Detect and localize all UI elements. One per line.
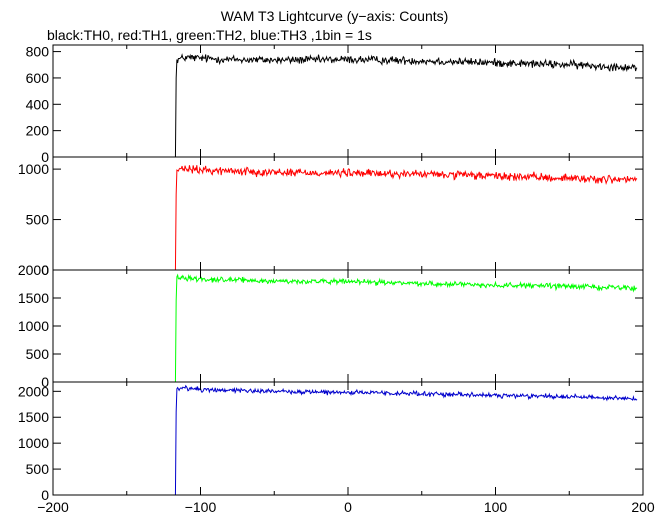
series-th0-line [53, 53, 638, 158]
chart-title: WAM T3 Lightcurve (y−axis: Counts) [220, 8, 449, 24]
y-tick-label: 1000 [18, 318, 49, 334]
panel-frame [52, 381, 644, 496]
series-th2-line [53, 273, 638, 383]
y-tick-label: 600 [26, 70, 50, 86]
x-tick-label: −200 [37, 499, 69, 515]
y-tick-label: 1500 [18, 290, 49, 306]
y-tick-label: 2000 [18, 262, 49, 278]
chart-subtitle: black:TH0, red:TH1, green:TH2, blue:TH3 … [47, 27, 372, 43]
panel-th0: 0 200 400 600 800 [26, 44, 644, 165]
y-tick-label: 200 [26, 123, 50, 139]
panel-th1: 0 500 1000 [18, 156, 644, 278]
x-axis: −200 −100 0 100 200 [37, 499, 655, 515]
series-th1-line [53, 165, 638, 271]
y-tick-label: 500 [26, 461, 50, 477]
x-tick-label: 0 [344, 499, 352, 515]
x-tick-label: −100 [185, 499, 217, 515]
y-tick-label: 400 [26, 96, 50, 112]
x-tick-label: 100 [484, 499, 508, 515]
panel-th2: 0 500 1000 1500 2000 [18, 262, 644, 390]
y-tick-label: 0 [41, 262, 49, 278]
y-tick-label: 800 [26, 44, 50, 60]
y-tick-label: 500 [26, 212, 50, 228]
panel-frame [52, 269, 644, 383]
y-tick-label: 1000 [18, 161, 49, 177]
x-tick-label: 200 [631, 499, 655, 515]
y-tick-label: 0 [41, 374, 49, 390]
series-th3-line [53, 384, 638, 496]
y-tick-label: 1500 [18, 409, 49, 425]
y-tick-label: 0 [41, 149, 49, 165]
y-tick-label: 1000 [18, 435, 49, 451]
panel-th3: 0 500 1000 1500 2000 [18, 381, 644, 503]
panels-group: 0200400600800050010000500100015002000050… [18, 44, 644, 503]
y-tick-label: 0 [41, 487, 49, 503]
y-tick-label: 500 [26, 346, 50, 362]
y-tick-label: 2000 [18, 383, 49, 399]
